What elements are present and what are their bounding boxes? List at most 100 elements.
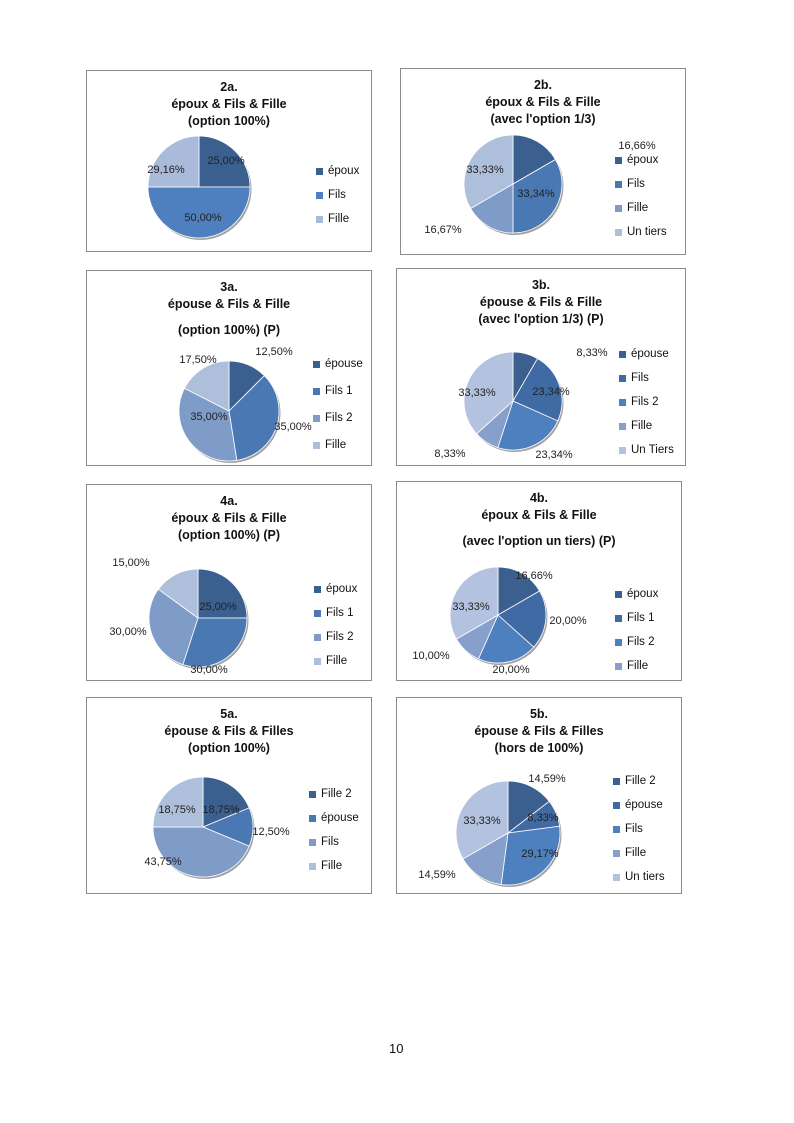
- pie-slice: [463, 351, 514, 435]
- legend-label: Fils: [625, 823, 643, 835]
- legend-item: Fils 2: [314, 631, 353, 643]
- chart-title-line: (option 100%): [188, 114, 270, 128]
- legend-swatch: [314, 585, 321, 593]
- pie-svg: 18,75% 12,50% 43,75% 18,75%: [144, 776, 290, 879]
- data-label: 8,33%: [576, 347, 607, 359]
- data-label: 30,00%: [190, 664, 228, 676]
- legend-label: Fils 2: [326, 631, 354, 643]
- legend-item: Fils 1: [615, 612, 654, 624]
- legend-item: Fille: [615, 202, 648, 214]
- data-label: 16,66%: [515, 570, 553, 582]
- legend-swatch: [309, 790, 316, 798]
- legend-label: Fille: [627, 660, 649, 672]
- legend-swatch: [309, 814, 316, 822]
- legend-label: Fille: [627, 202, 649, 214]
- pie-slice: [497, 400, 559, 451]
- legend-item: Un Tiers: [619, 444, 674, 456]
- pie-slice: [152, 776, 204, 828]
- data-label: 8,33%: [434, 448, 465, 460]
- legend-swatch: [613, 849, 620, 857]
- legend-swatch: [316, 167, 323, 175]
- legend-label: épouse: [321, 812, 359, 824]
- chart-title-line: (avec l'option 1/3): [490, 112, 596, 126]
- pie-slice: [228, 375, 280, 461]
- legend-label: Fils 2: [627, 636, 655, 648]
- legend-label: Un Tiers: [631, 444, 674, 456]
- chart-title-line: époux & Fils & Fille: [485, 95, 601, 109]
- data-label: 18,75%: [202, 804, 240, 816]
- legend-label: époux: [627, 154, 659, 166]
- data-label: 14,59%: [528, 773, 566, 785]
- chart-title-line: (avec l'option un tiers) (P): [462, 534, 616, 548]
- data-label: 17,50%: [179, 354, 217, 366]
- legend-item: Fille: [314, 655, 347, 667]
- legend-label: Fille: [326, 655, 348, 667]
- chart-title-line: 3a.: [220, 280, 238, 294]
- legend-item: Fils 1: [314, 607, 353, 619]
- legend-item: Fils: [615, 178, 645, 190]
- chart-title-line: 3b.: [531, 278, 551, 292]
- page-number: 10: [389, 1041, 404, 1056]
- legend-swatch: [613, 873, 620, 881]
- legend-item: Fils: [619, 372, 649, 384]
- pie-slice: [182, 617, 248, 668]
- legend-swatch: [619, 398, 626, 406]
- data-label: 43,75%: [144, 856, 182, 868]
- pie-svg: 25,00% 30,00% 30,00% 15,00%: [109, 557, 249, 676]
- legend-swatch: [314, 609, 321, 617]
- legend-swatch: [619, 350, 626, 358]
- legend-swatch: [615, 156, 622, 164]
- chart-title: 5a. épouse & Fils & Filles (option 100%): [87, 706, 371, 757]
- chart-title-line: épouse & Fils & Filles: [474, 724, 604, 738]
- legend-swatch: [314, 633, 321, 641]
- legend-label: Fils: [321, 836, 339, 848]
- legend-label: Fille: [631, 420, 653, 432]
- legend-swatch: [313, 387, 320, 395]
- legend-swatch: [619, 422, 626, 430]
- legend-label: épouse: [631, 348, 669, 360]
- pie-svg: 16,66% 33,34% 16,67% 33,33%: [424, 134, 656, 236]
- data-label: 30,00%: [109, 626, 147, 638]
- legend-item: Fille: [316, 213, 349, 225]
- legend-label: Fils 1: [326, 607, 354, 619]
- data-label: 33,34%: [517, 188, 555, 200]
- legend-item: époux: [615, 588, 658, 600]
- pie-slice: [470, 183, 514, 234]
- legend-swatch: [313, 441, 320, 449]
- data-label: 10,00%: [412, 650, 450, 662]
- legend-item: Fille 2: [613, 775, 656, 787]
- data-label: 35,00%: [190, 411, 228, 423]
- pie-chart-3a: 3a. épouse & Fils & Fille (option 100%) (P…: [86, 270, 372, 466]
- pie-chart-3b: 3b. épouse & Fils & Fille (avec l'option 1…: [396, 268, 686, 466]
- data-label: 12,50%: [255, 346, 293, 358]
- legend-item: Fille: [615, 660, 648, 672]
- chart-title: 2a. époux & Fils & Fille (option 100%): [87, 79, 371, 130]
- legend-swatch: [316, 215, 323, 223]
- legend-label: Fils: [631, 372, 649, 384]
- legend-swatch: [615, 590, 622, 598]
- chart-title-line: 2b.: [533, 78, 553, 92]
- legend-item: épouse: [309, 812, 359, 824]
- pie-chart-4b: 4b. époux & Fils & Fille (avec l'option un…: [396, 481, 682, 681]
- pie-slice: [512, 158, 563, 234]
- data-label: 8,33%: [527, 812, 558, 824]
- pie-chart-5a: 5a. épouse & Fils & Filles (option 100%) 18…: [86, 697, 372, 894]
- legend-item: Fille: [313, 439, 346, 451]
- pie-slice: [148, 588, 199, 666]
- legend-label: Fils: [328, 189, 346, 201]
- legend-label: épouse: [625, 799, 663, 811]
- chart-title-line: épouse & Fils & Fille: [167, 297, 291, 311]
- data-label: 29,16%: [147, 164, 185, 176]
- chart-title-line: époux & Fils & Fille: [171, 97, 287, 111]
- chart-title-line: (avec l'option 1/3) (P): [478, 312, 604, 326]
- pie-slice: [497, 566, 541, 616]
- chart-title-line: 5b.: [529, 707, 549, 721]
- pie-svg: 14,59% 8,33% 29,17% 14,59% 33,33%: [418, 773, 566, 887]
- legend-item: épouse: [613, 799, 663, 811]
- data-label: 33,33%: [463, 815, 501, 827]
- pie-chart-2a: 2a. époux & Fils & Fille (option 100%) 25,0…: [86, 70, 372, 252]
- legend-item: Fille: [619, 420, 652, 432]
- data-label: 23,34%: [532, 386, 570, 398]
- legend-swatch: [309, 862, 316, 870]
